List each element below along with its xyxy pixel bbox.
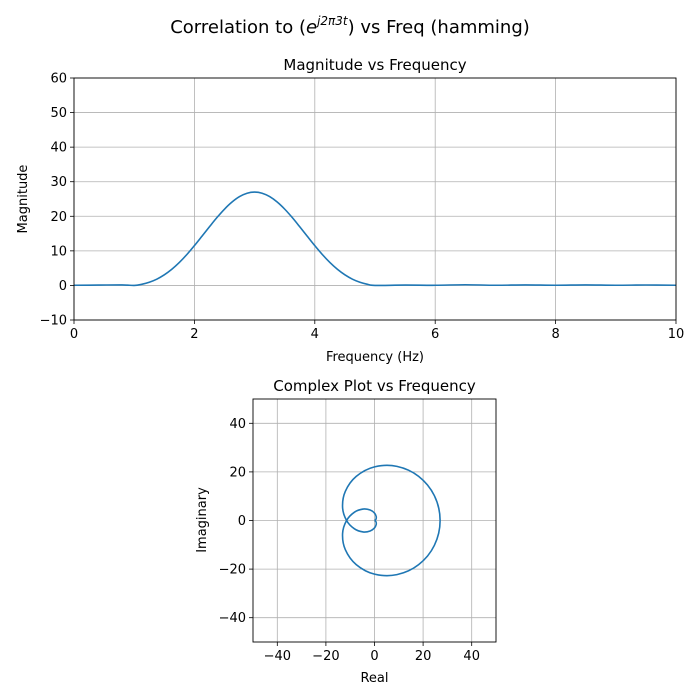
- magnitude-series-line: [74, 191, 676, 287]
- magnitude-xtick-label: 2: [190, 327, 198, 342]
- magnitude-xtick-label: 8: [551, 327, 559, 342]
- magnitude-xlabel: Frequency (Hz): [326, 350, 424, 365]
- complex-xtick-label: 40: [463, 649, 480, 664]
- complex-ytick-label: 20: [229, 465, 246, 480]
- figure-title: Correlation to (ej2π3t) vs Freq (hamming…: [170, 14, 530, 38]
- magnitude-xtick-label: 0: [70, 327, 78, 342]
- complex-frame: [252, 398, 497, 643]
- complex-title: Complex Plot vs Frequency: [273, 377, 476, 395]
- magnitude-xtick-label: 6: [431, 327, 439, 342]
- magnitude-ytick-label: 0: [59, 279, 67, 294]
- magnitude-ytick-label: 60: [50, 72, 67, 87]
- magnitude-ytick-label: 40: [50, 141, 67, 156]
- magnitude-title: Magnitude vs Frequency: [283, 56, 466, 74]
- complex-axes: Complex Plot vs Frequency Real Imaginary…: [195, 377, 497, 686]
- magnitude-ytick-label: −10: [40, 314, 67, 329]
- magnitude-ylabel: Magnitude: [16, 165, 31, 234]
- magnitude-frame: [73, 77, 677, 321]
- complex-xtick-label: 0: [370, 649, 378, 664]
- magnitude-ytick-label: 10: [50, 244, 67, 259]
- complex-ytick-label: 0: [238, 514, 246, 529]
- complex-ytick-label: 40: [229, 417, 246, 432]
- complex-ytick-label: −20: [219, 563, 246, 578]
- complex-ytick-label: −40: [219, 611, 246, 626]
- magnitude-ytick-label: 30: [50, 175, 67, 190]
- complex-xlabel: Real: [360, 671, 388, 686]
- complex-xtick-label: −20: [312, 649, 339, 664]
- complex-xtick-label: 20: [415, 649, 432, 664]
- magnitude-ytick-label: 20: [50, 210, 67, 225]
- magnitude-xtick-label: 4: [311, 327, 319, 342]
- complex-series-line: [341, 464, 441, 577]
- complex-ylabel: Imaginary: [195, 487, 210, 553]
- complex-xtick-label: −40: [264, 649, 291, 664]
- magnitude-ytick-label: 50: [50, 106, 67, 121]
- magnitude-axes: Magnitude vs Frequency Frequency (Hz) Ma…: [16, 56, 684, 365]
- magnitude-xtick-label: 10: [668, 327, 685, 342]
